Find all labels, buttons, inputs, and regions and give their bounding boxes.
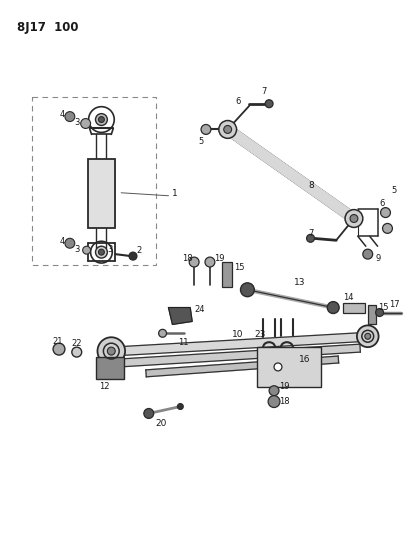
Text: 15: 15 (378, 303, 388, 312)
Bar (257, 347, 321, 387)
Text: 18: 18 (182, 254, 193, 263)
Circle shape (201, 125, 211, 134)
Bar (97, 357, 124, 379)
Circle shape (219, 120, 236, 139)
Circle shape (53, 343, 65, 355)
Circle shape (363, 249, 373, 259)
Text: 15: 15 (235, 263, 245, 272)
Text: 13: 13 (294, 278, 305, 287)
Circle shape (357, 325, 379, 347)
Circle shape (144, 408, 154, 418)
Bar (88, 159, 115, 229)
Circle shape (382, 223, 392, 233)
Text: 17: 17 (389, 300, 400, 309)
Circle shape (375, 309, 384, 317)
Text: 19: 19 (279, 382, 290, 391)
Text: 24: 24 (194, 305, 204, 314)
Text: 8: 8 (308, 181, 315, 190)
Circle shape (350, 215, 358, 222)
Text: 18: 18 (279, 397, 290, 406)
Circle shape (97, 337, 125, 365)
Circle shape (345, 209, 363, 228)
Circle shape (269, 386, 279, 395)
Polygon shape (111, 332, 368, 356)
Bar (343, 303, 365, 312)
Polygon shape (119, 344, 360, 367)
Circle shape (265, 100, 273, 108)
Circle shape (205, 257, 215, 267)
Text: 16: 16 (299, 354, 310, 364)
Text: 12: 12 (99, 382, 110, 391)
Text: 3: 3 (74, 118, 79, 127)
Text: 5: 5 (391, 187, 397, 195)
Circle shape (224, 125, 231, 133)
Text: 3: 3 (74, 245, 79, 254)
Circle shape (274, 363, 282, 371)
Text: 4: 4 (60, 237, 65, 246)
Text: 6: 6 (380, 199, 385, 208)
Circle shape (365, 333, 371, 339)
Polygon shape (169, 308, 192, 325)
Circle shape (83, 246, 90, 254)
Bar (368, 304, 375, 325)
Text: 20: 20 (156, 419, 167, 428)
Circle shape (95, 246, 107, 258)
Circle shape (327, 302, 339, 313)
Circle shape (159, 329, 166, 337)
Circle shape (72, 347, 82, 357)
Circle shape (268, 395, 280, 408)
Text: 23: 23 (254, 330, 266, 339)
Text: 5: 5 (198, 137, 203, 146)
Polygon shape (146, 356, 339, 377)
Bar (222, 262, 231, 287)
Circle shape (81, 118, 90, 128)
Circle shape (99, 117, 104, 123)
Text: 10: 10 (231, 330, 243, 339)
Text: 7: 7 (261, 87, 267, 96)
Circle shape (65, 238, 75, 248)
Circle shape (178, 403, 183, 409)
Circle shape (307, 235, 315, 243)
Polygon shape (225, 125, 357, 223)
Text: 8J17  100: 8J17 100 (17, 21, 78, 34)
Text: 19: 19 (214, 254, 225, 263)
Text: 6: 6 (236, 97, 241, 106)
Circle shape (129, 252, 137, 260)
Text: 4: 4 (60, 110, 65, 119)
Text: 1: 1 (173, 189, 178, 198)
Text: 11: 11 (178, 338, 189, 346)
Text: 21: 21 (52, 337, 63, 346)
Circle shape (240, 283, 254, 297)
Bar (32, 97, 156, 265)
Text: 7: 7 (308, 229, 314, 238)
Text: 9: 9 (375, 254, 381, 263)
Circle shape (381, 208, 391, 217)
Text: 3: 3 (107, 245, 113, 254)
Text: 2: 2 (136, 246, 141, 255)
Text: 14: 14 (343, 293, 354, 302)
Circle shape (65, 111, 75, 122)
Circle shape (95, 114, 107, 125)
Circle shape (99, 249, 104, 255)
Text: 22: 22 (72, 338, 82, 348)
Circle shape (107, 347, 115, 355)
Circle shape (189, 257, 199, 267)
